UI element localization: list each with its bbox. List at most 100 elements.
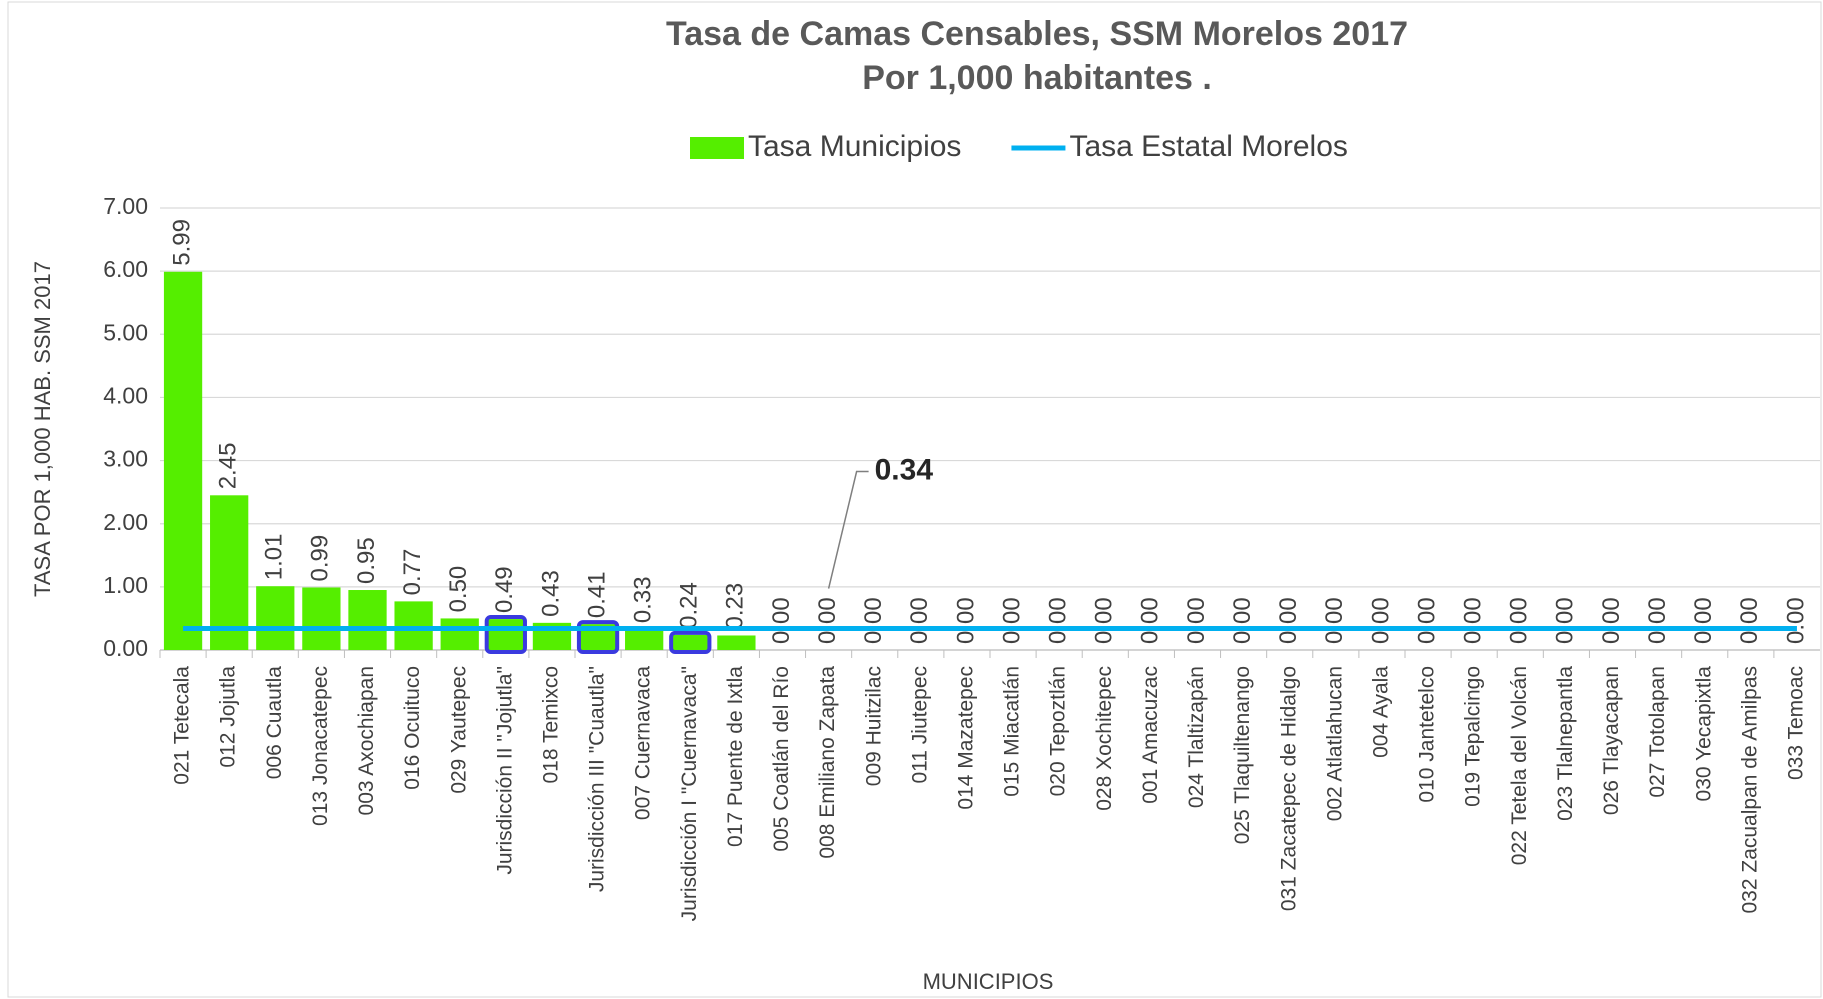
bar [671, 634, 710, 650]
x-tick-label: 014 Mazatepec [954, 666, 977, 810]
x-tick-label: Jurisdicción I "Cuernavaca" [678, 666, 701, 921]
bar-highlight [484, 615, 527, 654]
x-tick-label: 018 Temixco [539, 666, 562, 784]
data-label: 0.00 [1367, 597, 1394, 644]
data-label: 0.23 [722, 583, 749, 630]
y-tick-label: 0.00 [103, 635, 148, 661]
x-tick-label: 023 Tlalnepantla [1554, 666, 1577, 821]
data-label: 0.95 [353, 537, 380, 584]
bar [717, 635, 756, 650]
x-tick-label: 002 Atlatlahucan [1323, 666, 1346, 821]
data-label: 1.01 [261, 534, 288, 581]
data-label: 0.00 [1045, 597, 1072, 644]
x-tick-label: 003 Axochiapan [355, 666, 378, 815]
data-label: 5.99 [168, 219, 195, 266]
data-label: 0.00 [768, 597, 795, 644]
y-axis-label: TASA POR 1,000 HAB. SSM 2017 [30, 261, 55, 597]
x-tick-label: 012 Jojutla [217, 666, 240, 768]
data-label: 0.00 [1506, 597, 1533, 644]
data-label: 0.00 [860, 597, 887, 644]
data-label: 0.00 [1275, 597, 1302, 644]
x-tick-label: 004 Ayala [1369, 666, 1392, 758]
y-tick-label: 4.00 [103, 383, 148, 409]
x-tick-label: 031 Zacatepec de Hidalgo [1277, 666, 1300, 911]
x-tick-label: 011 Jiutepec [908, 666, 931, 784]
data-label: 0.77 [399, 549, 426, 596]
x-tick-label: 021 Tetecala [171, 666, 194, 785]
x-tick-label: 024 Tlaltizapán [1185, 666, 1208, 808]
chart-subtitle: Por 1,000 habitantes . [862, 59, 1212, 97]
x-tick-label: 013 Jonacatepec [309, 666, 332, 826]
x-tick-label: 019 Tepalcingo [1462, 666, 1485, 807]
x-tick-label: 006 Cuautla [263, 666, 286, 780]
chart-border [7, 1, 1822, 998]
data-label: 0.41 [583, 571, 610, 618]
data-label: 0.34 [875, 453, 934, 486]
x-tick-label: Jurisdicción III "Cuautla" [586, 666, 609, 892]
x-tick-label: Jurisdicción II "Jojutla" [493, 666, 516, 875]
x-tick-label: 008 Emiliano Zapata [816, 666, 839, 859]
chart-title: Tasa de Camas Censables, SSM Morelos 201… [666, 15, 1408, 53]
x-tick-label: 033 Temoac [1784, 666, 1807, 780]
bar [348, 590, 387, 650]
x-tick-label: 028 Xochitepec [1093, 666, 1116, 811]
data-label: 0.00 [1598, 597, 1625, 644]
y-tick-label: 2.00 [103, 509, 148, 535]
x-tick-label: 010 Jantetelco [1416, 666, 1439, 803]
data-label: 0.00 [1736, 597, 1763, 644]
bar [625, 629, 664, 650]
data-label: 2.45 [215, 443, 242, 490]
bar [302, 587, 341, 650]
legend-label: Tasa Estatal Morelos [1069, 130, 1347, 163]
bar [163, 271, 203, 650]
bar-highlight [669, 630, 712, 654]
x-tick-label: 032 Zacualpan de Amilpas [1738, 666, 1761, 914]
x-tick-label: 007 Cuernavaca [632, 666, 655, 820]
data-label: 0.00 [1460, 597, 1487, 644]
x-tick-label: 020 Tepoztlán [1047, 666, 1070, 796]
data-label: 0.00 [814, 597, 841, 644]
y-tick-label: 6.00 [103, 256, 148, 282]
data-label: 0.00 [1091, 597, 1118, 644]
bar [486, 619, 525, 650]
bar-highlight [576, 620, 620, 655]
bar [394, 601, 433, 650]
data-label: 0.00 [1690, 597, 1717, 644]
x-tick-label: 005 Coatlán del Río [770, 666, 793, 852]
legend-swatch [690, 137, 744, 159]
x-tick-label: 001 Amacuzac [1139, 666, 1162, 804]
bar [440, 618, 479, 650]
x-tick-label: 009 Huitzilac [862, 666, 885, 786]
data-label: 0.00 [1183, 597, 1210, 644]
x-tick-label: 029 Yautepec [447, 666, 470, 794]
y-tick-label: 5.00 [103, 319, 148, 345]
bar [210, 495, 249, 650]
legend-label: Tasa Municipios [748, 130, 961, 163]
data-label: 0.00 [952, 597, 979, 644]
x-tick-label: 016 Ocuituco [401, 666, 424, 790]
x-tick-label: 017 Puente de Ixtla [724, 666, 747, 847]
x-tick-label: 022 Tetela del Volcán [1508, 666, 1531, 865]
data-label: 0.00 [1552, 597, 1579, 644]
data-label: 0.00 [1229, 597, 1256, 644]
y-tick-label: 1.00 [103, 572, 148, 598]
callout-leader [827, 470, 869, 589]
data-label: 0.49 [491, 566, 518, 613]
data-label: 0.00 [1321, 597, 1348, 644]
data-label: 0.43 [537, 570, 564, 617]
data-label: 0.00 [1782, 597, 1809, 644]
y-tick-label: 7.00 [103, 193, 148, 219]
x-tick-label: 030 Yecapixtla [1692, 666, 1715, 802]
data-label: 0.33 [630, 576, 657, 623]
data-label: 0.99 [307, 535, 334, 582]
y-tick-label: 3.00 [103, 446, 148, 472]
x-axis-label: MUNICIPIOS [923, 969, 1054, 994]
data-label: 0.00 [1644, 597, 1671, 644]
data-label: 0.00 [998, 597, 1025, 644]
data-label: 0.24 [676, 582, 703, 629]
data-label: 0.00 [906, 597, 933, 644]
x-tick-label: 015 Miacatlán [1001, 666, 1024, 797]
data-label: 0.00 [1413, 597, 1440, 644]
data-label: 0.50 [445, 566, 472, 613]
